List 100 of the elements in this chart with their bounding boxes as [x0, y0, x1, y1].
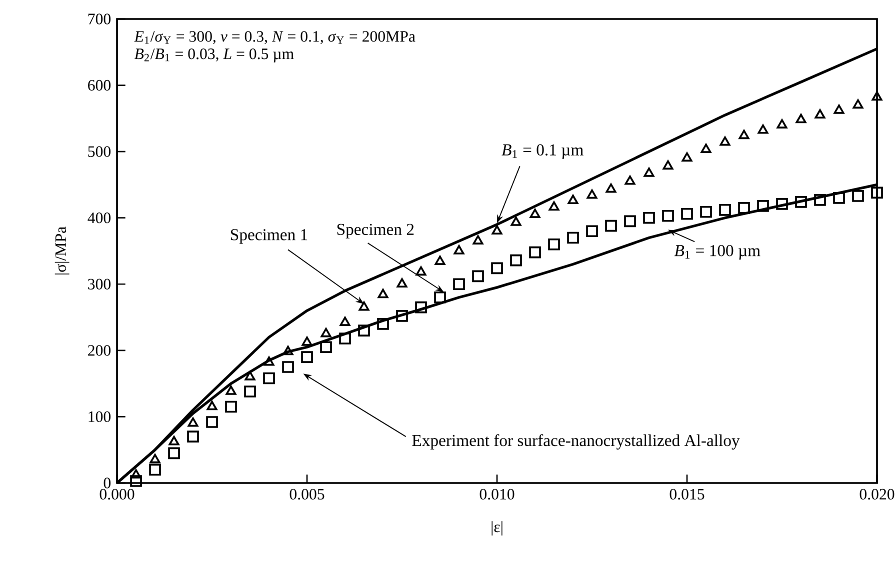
y-tick-label: 600 [88, 80, 111, 91]
point [472, 235, 484, 244]
point [529, 246, 541, 258]
point [149, 464, 161, 476]
point [662, 210, 674, 222]
point [206, 416, 218, 428]
point [738, 202, 750, 214]
series-label: B$_{1}$ = 0.1 µm [502, 144, 584, 159]
point [814, 194, 826, 206]
point [416, 266, 426, 276]
point [833, 192, 845, 204]
point [358, 301, 370, 311]
point [682, 152, 692, 162]
point [662, 160, 674, 170]
point [226, 386, 236, 395]
point [377, 318, 389, 330]
point [530, 208, 540, 218]
point [168, 447, 180, 460]
point [263, 372, 275, 384]
x-axis-title: |ε| [492, 521, 502, 536]
point [302, 336, 312, 346]
point [795, 196, 807, 208]
point [282, 361, 294, 373]
point [454, 245, 464, 254]
point [434, 291, 446, 304]
point [624, 175, 636, 185]
point [548, 238, 560, 250]
point [415, 301, 427, 314]
point [510, 216, 522, 226]
annotation: B$_{2}$/B$_{1}$ = 0.03, L = 0.5 µm [134, 48, 294, 62]
text: E$_{1}$/σ$_{Y}$ = 300, ν = 0.3, N = 0.1, σ$_{Y}$ = 200MPa [134, 31, 416, 44]
point [168, 436, 180, 446]
point [434, 256, 446, 266]
point [776, 119, 788, 128]
point [130, 469, 142, 478]
point [700, 144, 712, 153]
point [187, 430, 199, 443]
point [644, 168, 654, 177]
point [568, 194, 578, 204]
point [340, 316, 350, 326]
point [606, 183, 616, 193]
x-tick-label: 0.015 [670, 488, 704, 500]
point [758, 124, 768, 134]
point [358, 324, 370, 336]
point [206, 400, 218, 410]
point [700, 206, 712, 218]
legend-label: B$_{1}$ = 100 µm [674, 245, 760, 260]
y-tick-label: 200 [88, 345, 111, 356]
point [396, 310, 408, 322]
point [586, 225, 598, 238]
point [796, 114, 806, 124]
text: Specimen 1 [231, 229, 308, 244]
y-tick-label: 0 [104, 478, 111, 488]
point [567, 232, 579, 244]
x-tick-label: 0.005 [290, 488, 324, 500]
point [681, 208, 693, 220]
y-tick-label: 300 [88, 278, 111, 290]
point [720, 136, 730, 146]
x-tick-label: 0.020 [860, 488, 894, 500]
point [738, 130, 750, 140]
y-axis-title: |σ|/MPa [54, 226, 70, 274]
point [814, 109, 826, 119]
point [776, 198, 788, 210]
point [852, 190, 864, 202]
point [244, 386, 256, 398]
point [643, 212, 655, 224]
point [320, 328, 332, 338]
y-tick-label: 400 [88, 212, 111, 224]
point [852, 99, 864, 109]
y-tick-label: 700 [88, 14, 111, 24]
point [130, 475, 142, 487]
point [492, 225, 502, 235]
point [586, 189, 598, 199]
y-tick-label: 100 [88, 411, 111, 422]
point [378, 288, 388, 298]
y-tick-label: 500 [88, 146, 111, 157]
point [624, 215, 636, 228]
point [548, 201, 560, 211]
point [757, 200, 769, 212]
point [282, 346, 294, 356]
point [320, 341, 332, 354]
point [301, 351, 313, 363]
point [491, 262, 503, 274]
point [472, 270, 484, 282]
point [396, 278, 408, 288]
x-tick-label: 0.000 [100, 488, 134, 500]
point [605, 220, 617, 232]
point [872, 91, 882, 101]
text: Specimen 2 [337, 224, 414, 238]
point [834, 104, 844, 114]
point [150, 454, 160, 464]
point [244, 371, 256, 380]
point [719, 204, 731, 216]
point [510, 254, 522, 266]
x-tick-label: 0.010 [480, 488, 514, 500]
point [225, 400, 237, 413]
point [871, 186, 883, 199]
annotation: Experiment for surface-nanocrystallized Al-alloy [412, 434, 740, 450]
point [453, 278, 465, 290]
point [264, 356, 274, 366]
